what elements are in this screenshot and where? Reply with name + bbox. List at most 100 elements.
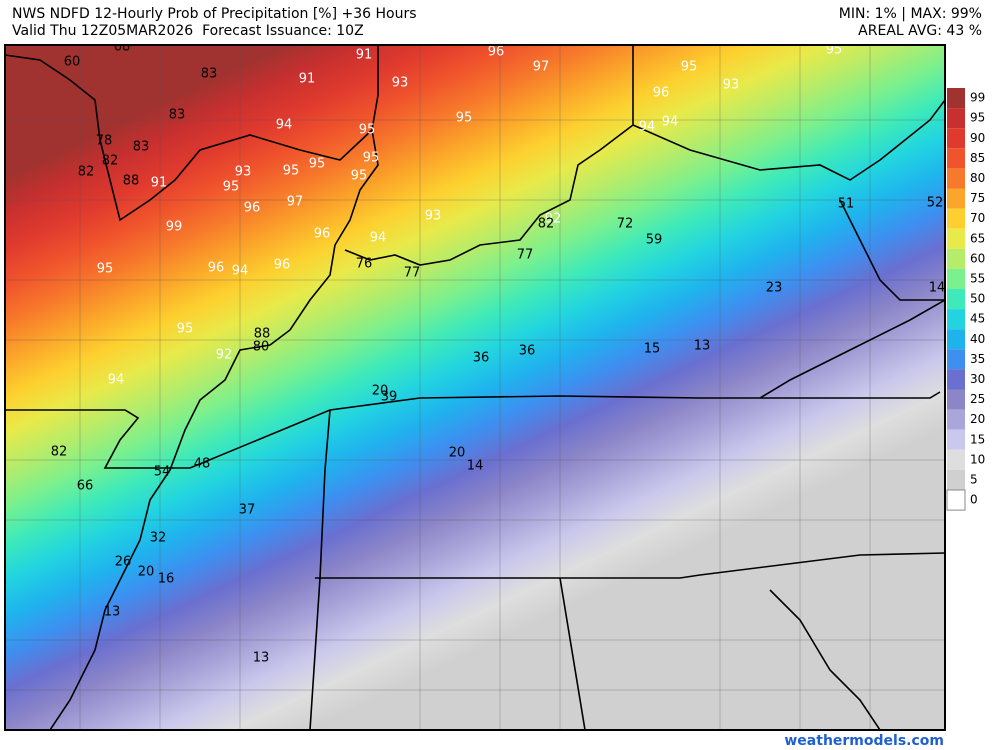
point-value: 96 xyxy=(653,86,670,101)
legend-label: 90 xyxy=(970,131,985,145)
legend-swatch xyxy=(947,108,965,129)
point-value: 91 xyxy=(151,176,168,191)
legend-swatch xyxy=(947,329,965,350)
point-value: 92 xyxy=(216,348,233,363)
point-value: 95 xyxy=(97,262,114,277)
point-value: 88 xyxy=(254,327,271,342)
point-value: 95 xyxy=(363,151,380,166)
legend-label: 60 xyxy=(970,251,985,265)
point-value: 14 xyxy=(929,281,946,296)
legend-swatch xyxy=(947,268,965,289)
legend-label: 5 xyxy=(970,472,978,486)
legend-swatch xyxy=(947,248,965,269)
legend-label: 30 xyxy=(970,372,985,386)
point-value: 93 xyxy=(723,78,740,93)
watermark[interactable]: weathermodels.com xyxy=(784,733,944,749)
point-value: 94 xyxy=(370,231,387,246)
point-value: 95 xyxy=(177,322,194,337)
point-value: 93 xyxy=(392,76,409,91)
point-value: 83 xyxy=(201,67,218,82)
point-value: 93 xyxy=(235,165,252,180)
legend-swatch xyxy=(947,409,965,430)
point-value: 20 xyxy=(449,446,466,461)
point-value: 16 xyxy=(158,572,175,587)
point-value: 83 xyxy=(133,140,150,155)
point-value: 96 xyxy=(208,261,225,276)
legend-swatch xyxy=(947,188,965,209)
legend-label: 65 xyxy=(970,231,985,245)
areal-avg: AREAL AVG: 43 % xyxy=(858,23,982,39)
point-value: 66 xyxy=(77,479,94,494)
legend-swatch xyxy=(947,469,965,490)
point-value: 94 xyxy=(232,264,249,279)
point-value: 94 xyxy=(639,120,656,135)
legend-label: 80 xyxy=(970,171,985,185)
point-value: 77 xyxy=(404,266,421,281)
point-value: 95 xyxy=(309,157,326,172)
legend-swatch xyxy=(947,228,965,249)
point-value: 23 xyxy=(766,281,783,296)
point-value: 94 xyxy=(662,115,679,130)
point-value: 13 xyxy=(694,339,711,354)
point-value: 13 xyxy=(253,651,270,666)
legend-label: 0 xyxy=(970,493,978,507)
point-value: 88 xyxy=(123,174,140,189)
point-value: 91 xyxy=(299,72,316,87)
point-value: 60 xyxy=(64,55,81,70)
point-value: 82 xyxy=(538,217,555,232)
point-value: 80 xyxy=(253,340,270,355)
point-value: 95 xyxy=(681,60,698,75)
legend-label: 25 xyxy=(970,392,985,406)
legend-swatch xyxy=(947,309,965,330)
point-value: 15 xyxy=(644,342,661,357)
point-value: 37 xyxy=(239,503,256,518)
legend-swatch xyxy=(947,148,965,169)
point-value: 91 xyxy=(356,48,373,63)
point-value: 77 xyxy=(517,248,534,263)
point-value: 94 xyxy=(108,373,125,388)
precip-field xyxy=(5,45,945,730)
point-value: 95 xyxy=(283,164,300,179)
legend-label: 15 xyxy=(970,432,985,446)
legend-label: 10 xyxy=(970,452,985,466)
point-value: 26 xyxy=(115,555,132,570)
legend-label: 85 xyxy=(970,151,985,165)
point-value: 78 xyxy=(96,134,113,149)
point-value: 96 xyxy=(488,45,505,60)
legend-label: 75 xyxy=(970,191,985,205)
point-value: 96 xyxy=(244,201,261,216)
point-value: 36 xyxy=(519,344,536,359)
point-value: 52 xyxy=(927,196,944,211)
legend-swatch xyxy=(947,429,965,450)
point-value: 96 xyxy=(274,258,291,273)
point-value: 76 xyxy=(356,257,373,272)
legend-label: 35 xyxy=(970,352,985,366)
legend-swatch xyxy=(946,489,966,511)
legend-swatch xyxy=(947,88,965,109)
legend-label: 40 xyxy=(970,332,985,346)
point-value: 32 xyxy=(150,531,167,546)
legend-label: 70 xyxy=(970,211,985,225)
point-value: 51 xyxy=(838,197,855,212)
legend-label: 99 xyxy=(970,91,985,105)
legend-swatch xyxy=(947,289,965,310)
map-frame xyxy=(4,44,946,731)
point-value: 95 xyxy=(223,180,240,195)
legend-label: 45 xyxy=(970,312,985,326)
point-value: 95 xyxy=(351,169,368,184)
state-borders xyxy=(5,45,945,730)
valid-time: Valid Thu 12Z05MAR2026 Forecast Issuance… xyxy=(12,23,364,39)
point-value: 48 xyxy=(194,457,211,472)
point-value: 54 xyxy=(154,465,171,480)
point-value: 14 xyxy=(467,459,484,474)
legend-label: 50 xyxy=(970,292,985,306)
title: NWS NDFD 12-Hourly Prob of Precipitation… xyxy=(12,6,417,22)
point-value: 20 xyxy=(138,565,155,580)
legend-swatch xyxy=(947,349,965,370)
point-value: 92 xyxy=(545,212,562,227)
legend-swatch xyxy=(947,208,965,229)
